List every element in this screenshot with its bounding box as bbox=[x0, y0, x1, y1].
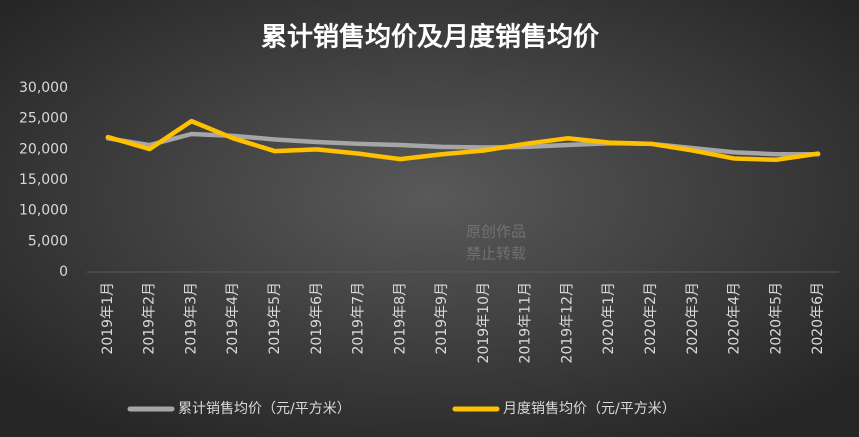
y-tick-label: 0 bbox=[59, 264, 68, 280]
y-tick-label: 25,000 bbox=[19, 111, 68, 127]
x-tick-label: 2019年12月 bbox=[559, 282, 575, 363]
y-tick-label: 10,000 bbox=[19, 203, 68, 219]
x-tick-label: 2020年1月 bbox=[601, 282, 617, 355]
x-tick-label: 2019年8月 bbox=[392, 282, 408, 355]
y-tick-label: 20,000 bbox=[19, 141, 68, 157]
x-tick-label: 2019年7月 bbox=[351, 282, 367, 355]
x-tick-label: 2019年3月 bbox=[183, 282, 199, 355]
series-line bbox=[105, 118, 821, 163]
x-tick-label: 2019年4月 bbox=[225, 282, 241, 355]
x-tick-label: 2019年2月 bbox=[142, 282, 158, 355]
x-tick-label: 2019年10月 bbox=[476, 282, 492, 363]
y-tick-label: 30,000 bbox=[19, 80, 68, 96]
watermark: 禁止转载 bbox=[466, 245, 526, 263]
x-tick-label: 2019年11月 bbox=[518, 282, 534, 363]
legend-label: 月度销售均价（元/平方米） bbox=[503, 401, 676, 417]
x-tick-label: 2020年5月 bbox=[768, 282, 784, 355]
watermark: 原创作品 bbox=[466, 223, 526, 241]
chart-title: 累计销售均价及月度销售均价 bbox=[261, 22, 600, 53]
x-tick-label: 2020年4月 bbox=[727, 282, 743, 355]
x-tick-label: 2020年2月 bbox=[643, 282, 659, 355]
x-tick-label: 2020年6月 bbox=[810, 282, 826, 355]
x-tick-label: 2019年5月 bbox=[267, 282, 283, 355]
x-tick-label: 2019年6月 bbox=[309, 282, 325, 355]
y-tick-label: 15,000 bbox=[19, 172, 68, 188]
x-tick-label: 2020年3月 bbox=[685, 282, 701, 355]
y-tick-label: 5,000 bbox=[28, 233, 68, 249]
x-tick-label: 2019年1月 bbox=[100, 282, 116, 355]
x-tick-label: 2019年9月 bbox=[434, 282, 450, 355]
legend-label: 累计销售均价（元/平方米） bbox=[178, 401, 351, 417]
